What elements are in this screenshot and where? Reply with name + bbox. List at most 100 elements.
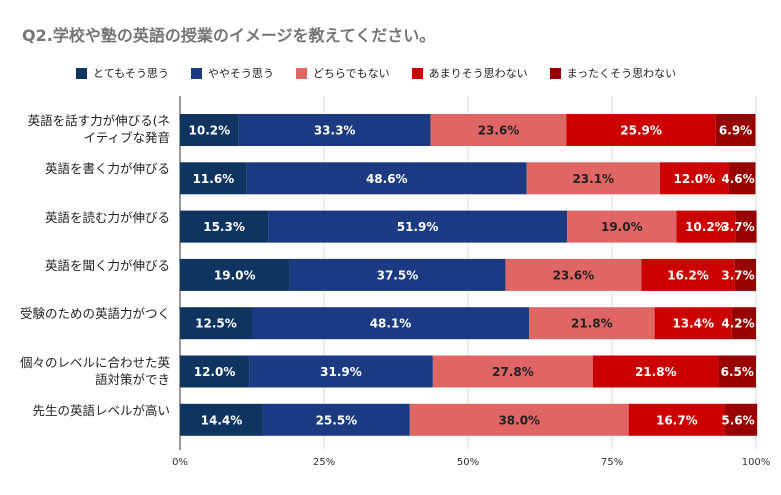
data-label: 3.7% [721, 220, 754, 234]
data-label: 33.3% [314, 124, 356, 138]
data-label: 37.5% [377, 268, 419, 282]
data-label: 10.2% [685, 220, 727, 234]
bar-segment [180, 162, 247, 195]
legend-label: ややそう思う [207, 67, 274, 80]
data-label: 38.0% [498, 413, 540, 427]
data-label: 3.7% [721, 268, 754, 282]
data-label: 51.9% [397, 220, 439, 234]
data-label: 25.9% [620, 124, 662, 138]
bar-segment [526, 162, 660, 195]
legend-label: まったくそう思わない [566, 67, 677, 80]
bar-segment [628, 403, 725, 436]
bar-segment [676, 210, 736, 243]
data-label: 11.6% [193, 172, 235, 186]
bar-segment [567, 210, 677, 243]
data-label: 21.8% [571, 317, 613, 331]
data-label: 4.2% [721, 317, 754, 331]
bar-segment [432, 355, 593, 388]
bar-segment [718, 355, 756, 388]
category-label: 個々のレベルに合わせた英語対策ができ [19, 354, 170, 387]
bar-segment [731, 307, 756, 340]
bar-segment [529, 307, 655, 340]
legend-swatch [411, 67, 423, 79]
bar-segment [654, 307, 732, 340]
legend-swatch [295, 67, 307, 79]
legend-label: どちらでもない [312, 67, 390, 80]
data-label: 16.7% [656, 413, 698, 427]
legend-item: まったくそう思わない [549, 65, 677, 81]
x-tick-label: 0% [172, 457, 188, 468]
bar-segment [592, 355, 719, 388]
bar-segment [180, 355, 250, 388]
data-label: 16.2% [667, 268, 709, 282]
bar-segment [724, 403, 758, 436]
bar-segment [715, 114, 756, 146]
x-tick-label: 25% [312, 457, 336, 468]
data-label: 12.0% [194, 365, 236, 379]
data-label: 5.6% [721, 413, 754, 427]
data-label: 15.3% [203, 220, 245, 234]
category-label: 英語を聞く力が伸びる [44, 257, 170, 273]
x-tick-label: 100% [741, 457, 771, 468]
bar-segment [180, 307, 252, 340]
data-label: 25.5% [316, 413, 358, 427]
x-tick-label: 50% [456, 457, 480, 468]
bar-segment [180, 210, 269, 243]
legend-item: あまりそう思わない [411, 65, 528, 81]
bar-segment [249, 355, 433, 388]
bar-segment [430, 114, 567, 146]
bar-segment [659, 162, 729, 195]
bar-segment [262, 403, 410, 436]
data-label: 12.0% [674, 172, 716, 186]
category-label: 先生の英語レベルが高い [32, 402, 170, 418]
bar-segment [268, 210, 568, 243]
legend: とてもそう思う ややそう思う どちらでもない あまりそう思わない まったくそう思わない [76, 65, 698, 81]
bar-segment [734, 258, 756, 291]
legend-item: どちらでもない [295, 65, 390, 81]
data-label: 23.6% [553, 268, 595, 282]
data-label: 19.0% [601, 220, 643, 234]
category-label: 英語を読む力が伸びる [44, 209, 170, 225]
chart-title: Q2.学校や塾の英語の授業のイメージを教えてください。 [22, 26, 436, 45]
bar-segment [289, 258, 506, 291]
data-label: 23.6% [478, 124, 520, 138]
data-label: 23.1% [572, 172, 614, 186]
bar-segment [252, 307, 530, 340]
legend-swatch [76, 67, 87, 79]
data-label: 6.5% [721, 365, 754, 379]
legend-swatch [549, 67, 561, 79]
data-label: 48.6% [366, 172, 408, 186]
category-label: 受験のための英語力がつく [19, 306, 170, 322]
category-label: 英語を話す力が伸びる(ネイティブな発音 [27, 113, 170, 145]
data-label: 27.8% [492, 365, 534, 379]
bar-segment [180, 403, 263, 436]
bar-segment [728, 162, 756, 195]
bar-segment [735, 210, 757, 243]
bar-segment [180, 258, 290, 291]
legend-item: とてもそう思う [76, 65, 169, 81]
legend-swatch [190, 67, 202, 79]
data-label: 4.6% [721, 172, 754, 186]
category-label: 英語を書く力が伸びる [44, 161, 170, 177]
data-label: 10.2% [189, 124, 231, 138]
data-label: 21.8% [635, 365, 677, 379]
bar-segment [180, 114, 239, 146]
data-label: 48.1% [370, 317, 412, 331]
data-label: 12.5% [195, 317, 237, 331]
bar-segment [566, 114, 716, 146]
data-label: 6.9% [719, 124, 752, 138]
data-label: 13.4% [672, 317, 714, 331]
bar-segment [246, 162, 527, 195]
data-label: 19.0% [214, 268, 256, 282]
bar-segment [238, 114, 431, 146]
data-label: 31.9% [320, 365, 362, 379]
data-label: 14.4% [201, 413, 243, 427]
bar-segment [505, 258, 642, 291]
legend-item: ややそう思う [190, 65, 274, 81]
x-tick-label: 75% [600, 457, 624, 468]
legend-label: あまりそう思わない [428, 67, 528, 80]
bar-segment [641, 258, 735, 291]
bar-segment [409, 403, 629, 436]
legend-label: とてもそう思う [93, 67, 169, 80]
